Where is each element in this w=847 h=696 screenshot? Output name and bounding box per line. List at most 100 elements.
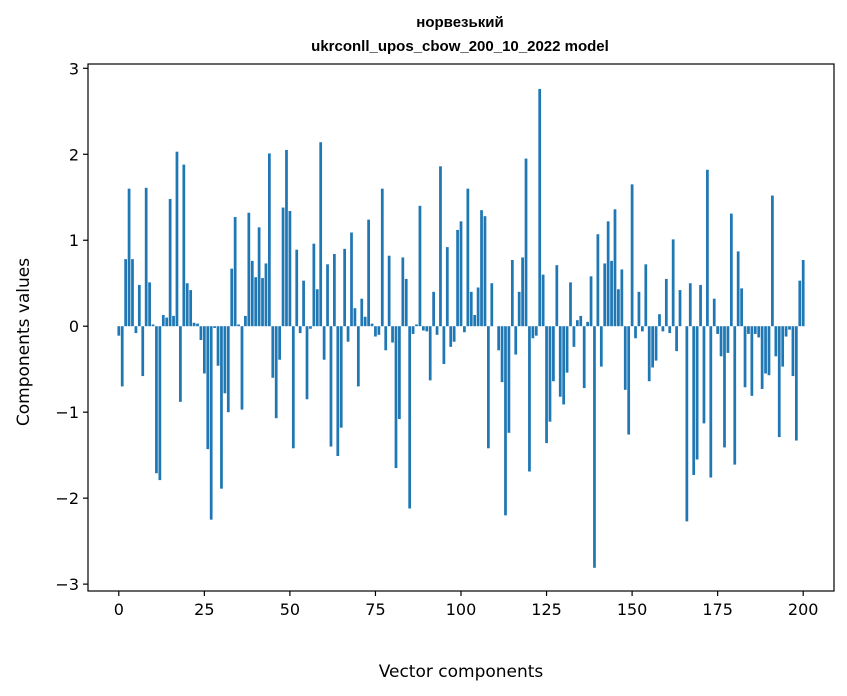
bar-18	[179, 326, 182, 402]
bar-106	[480, 210, 483, 327]
bar-89	[421, 326, 425, 331]
bar-54	[302, 280, 305, 327]
bar-180	[733, 326, 737, 465]
bar-50	[288, 211, 292, 327]
bar-73	[367, 219, 370, 327]
chart-title-line-2: ukrconll_upos_cbow_200_10_2022 model	[311, 38, 609, 55]
bar-9	[148, 282, 151, 327]
bar-120	[528, 326, 531, 472]
bar-122	[534, 326, 538, 336]
bar-32	[226, 326, 230, 413]
bar-151	[634, 326, 637, 339]
bar-185	[750, 326, 754, 396]
bar-64	[336, 326, 340, 457]
bar-196	[788, 326, 791, 330]
bar-177	[723, 326, 726, 448]
bar-31	[223, 326, 227, 394]
bar-107	[483, 216, 487, 327]
bar-78	[384, 326, 388, 351]
bar-162	[671, 239, 675, 327]
bar-43	[264, 263, 268, 327]
bar-87	[415, 324, 418, 327]
bar-137	[586, 321, 589, 327]
bar-2	[124, 259, 128, 327]
bar-98	[452, 326, 456, 342]
bar-101	[463, 326, 466, 333]
bar-16	[172, 315, 175, 327]
bar-128	[555, 265, 559, 327]
bar-108	[487, 326, 490, 449]
bar-53	[298, 326, 302, 334]
bar-146	[617, 289, 620, 327]
bar-65	[339, 326, 343, 428]
bar-152	[637, 291, 641, 327]
bar-126	[548, 326, 552, 422]
bars-group	[117, 88, 805, 568]
bar-76	[377, 326, 381, 335]
bar-102	[466, 188, 470, 327]
bar-187	[757, 326, 761, 338]
bar-113	[504, 326, 507, 516]
bar-1	[120, 326, 124, 387]
bar-171	[702, 326, 706, 424]
y-axis: 3 2 1 0 −1 −2 −3	[55, 59, 88, 594]
bar-47	[278, 326, 281, 360]
bar-129	[558, 326, 562, 397]
bar-88	[418, 205, 422, 327]
bar-148	[623, 326, 627, 390]
bar-124	[541, 274, 545, 327]
bar-145	[613, 209, 617, 327]
bar-26	[206, 326, 210, 450]
bar-45	[271, 326, 275, 378]
y-tick-label: 2	[69, 145, 79, 164]
bar-178	[726, 326, 730, 353]
x-tick-label: 50	[280, 600, 300, 619]
bar-114	[507, 326, 511, 433]
bar-97	[449, 326, 453, 347]
bar-191	[771, 195, 774, 327]
bar-15	[168, 198, 172, 327]
bar-67	[346, 326, 350, 342]
bar-157	[654, 326, 658, 361]
bar-143	[606, 221, 610, 327]
bar-94	[439, 166, 442, 327]
bar-123	[538, 88, 542, 327]
bar-24	[199, 326, 203, 340]
bar-68	[350, 232, 353, 327]
bar-105	[476, 287, 480, 327]
x-tick-label: 175	[702, 600, 733, 619]
bar-160	[664, 278, 668, 327]
bar-173	[709, 326, 713, 478]
bar-23	[196, 323, 199, 327]
bar-77	[380, 188, 384, 327]
bar-58	[315, 289, 319, 327]
bar-112	[500, 326, 504, 383]
bar-37	[244, 315, 247, 327]
bar-91	[428, 326, 432, 381]
bar-90	[425, 326, 429, 332]
bar-85	[408, 326, 412, 509]
bar-170	[699, 284, 702, 327]
bar-62	[329, 326, 333, 447]
bar-193	[777, 326, 781, 438]
bar-111	[497, 326, 501, 351]
bar-39	[250, 260, 254, 327]
bar-33	[230, 268, 234, 327]
x-tick-label: 75	[365, 600, 385, 619]
bar-153	[641, 326, 644, 332]
bar-29	[216, 326, 220, 366]
bar-158	[658, 314, 661, 327]
bar-56	[309, 326, 312, 329]
bar-60	[322, 326, 326, 360]
x-axis-label: Vector components	[379, 662, 544, 682]
bar-159	[661, 326, 665, 332]
x-axis: 0 25 50 75 100 125 150 175 200	[114, 591, 818, 619]
bar-115	[510, 260, 514, 327]
bar-30	[220, 326, 223, 489]
bar-72	[363, 316, 367, 327]
bar-84	[404, 278, 408, 327]
bar-69	[353, 308, 357, 327]
bar-176	[719, 326, 723, 357]
bar-22	[192, 322, 196, 327]
bar-163	[675, 326, 678, 352]
